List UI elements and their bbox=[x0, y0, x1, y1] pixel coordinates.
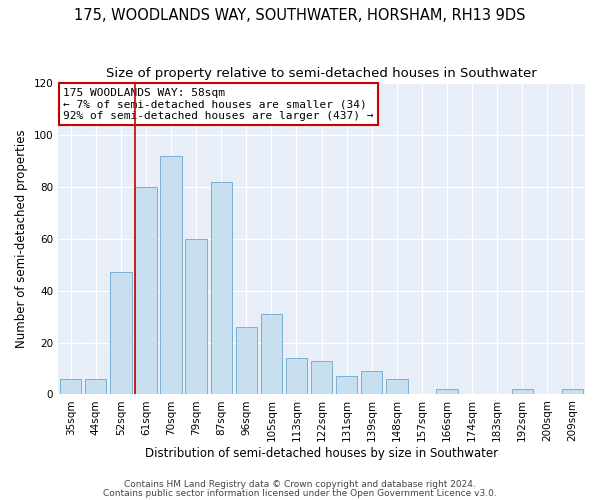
Bar bbox=[236, 327, 257, 394]
Bar bbox=[336, 376, 358, 394]
Text: 175, WOODLANDS WAY, SOUTHWATER, HORSHAM, RH13 9DS: 175, WOODLANDS WAY, SOUTHWATER, HORSHAM,… bbox=[74, 8, 526, 22]
Bar bbox=[85, 379, 106, 394]
Text: Contains HM Land Registry data © Crown copyright and database right 2024.: Contains HM Land Registry data © Crown c… bbox=[124, 480, 476, 489]
Y-axis label: Number of semi-detached properties: Number of semi-detached properties bbox=[15, 130, 28, 348]
Bar bbox=[286, 358, 307, 395]
Bar bbox=[160, 156, 182, 394]
Bar bbox=[211, 182, 232, 394]
Bar bbox=[261, 314, 282, 394]
Bar bbox=[361, 371, 382, 394]
Bar bbox=[136, 187, 157, 394]
Title: Size of property relative to semi-detached houses in Southwater: Size of property relative to semi-detach… bbox=[106, 68, 537, 80]
Bar bbox=[386, 379, 407, 394]
Bar bbox=[311, 360, 332, 394]
Bar bbox=[110, 272, 131, 394]
Bar bbox=[562, 390, 583, 394]
Bar bbox=[512, 390, 533, 394]
X-axis label: Distribution of semi-detached houses by size in Southwater: Distribution of semi-detached houses by … bbox=[145, 447, 498, 460]
Text: Contains public sector information licensed under the Open Government Licence v3: Contains public sector information licen… bbox=[103, 488, 497, 498]
Bar bbox=[185, 239, 207, 394]
Bar bbox=[436, 390, 458, 394]
Bar bbox=[60, 379, 82, 394]
Text: 175 WOODLANDS WAY: 58sqm
← 7% of semi-detached houses are smaller (34)
92% of se: 175 WOODLANDS WAY: 58sqm ← 7% of semi-de… bbox=[64, 88, 374, 121]
